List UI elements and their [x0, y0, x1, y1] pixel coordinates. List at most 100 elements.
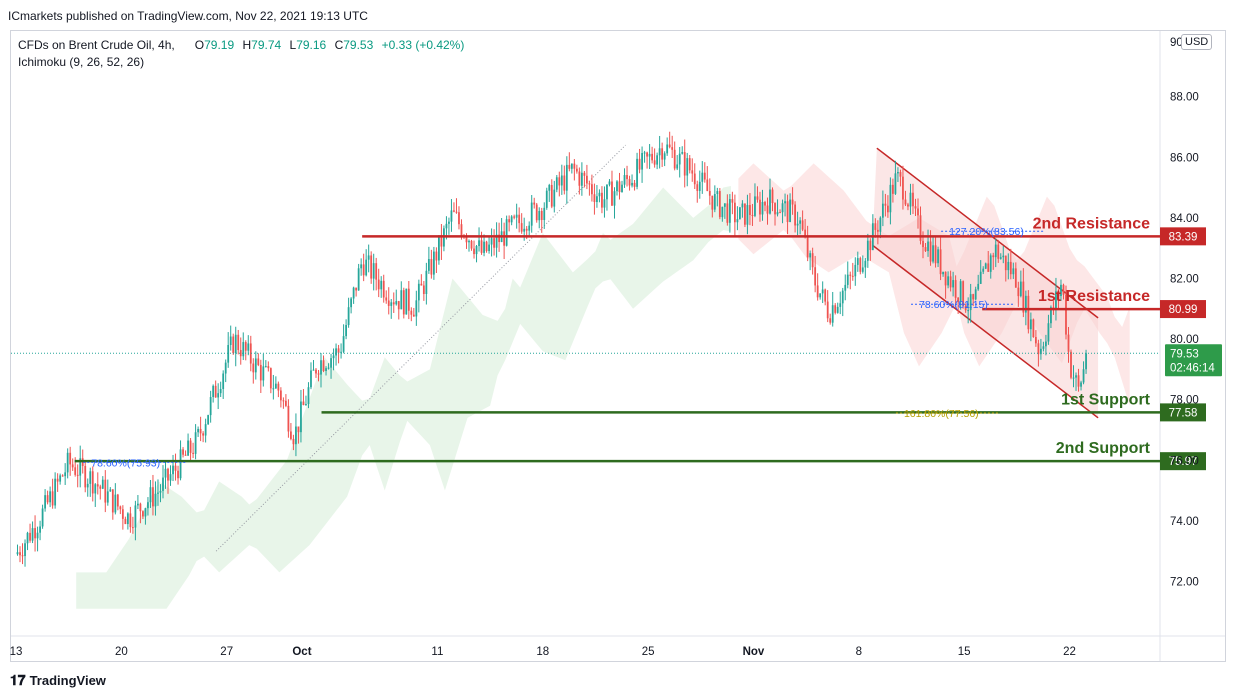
- candle-up: [488, 235, 490, 254]
- close-value: 79.53: [343, 38, 374, 52]
- candle-up: [528, 221, 531, 237]
- fib-level-label: 161.80%(77.56): [904, 408, 979, 420]
- candle-body: [984, 263, 987, 269]
- candle-down: [139, 502, 142, 524]
- candle-up: [701, 161, 704, 194]
- candle-body: [197, 428, 200, 433]
- candle-body: [1019, 281, 1022, 297]
- candle-body: [274, 383, 277, 389]
- candle-up: [360, 258, 363, 276]
- candle-up: [937, 246, 939, 268]
- candle-body: [859, 258, 862, 272]
- chart-frame[interactable]: [10, 30, 1226, 662]
- candle-down: [520, 213, 523, 234]
- candle-body: [523, 228, 526, 232]
- currency-badge[interactable]: USD: [1181, 34, 1213, 50]
- candle-body: [944, 271, 947, 286]
- candle-body: [924, 247, 927, 252]
- candle-body: [473, 248, 475, 255]
- candle-body: [174, 465, 177, 471]
- candle-body: [69, 452, 72, 465]
- candle-up: [209, 390, 212, 423]
- candle-up: [969, 283, 972, 323]
- candle-down: [766, 197, 769, 225]
- y-tick-label: 88.00: [1170, 92, 1199, 104]
- candle-body: [789, 199, 791, 222]
- candle-body: [972, 294, 975, 300]
- candle-body: [317, 373, 320, 375]
- candle-up: [345, 319, 347, 340]
- candle-up: [229, 325, 232, 351]
- dotted-trendline: [215, 144, 626, 552]
- candle-body: [751, 214, 754, 216]
- candle-up: [54, 472, 57, 509]
- candle-body: [593, 194, 596, 203]
- candle-down: [661, 142, 664, 167]
- cloud-bullish: [76, 186, 731, 609]
- candle-body: [942, 271, 944, 275]
- candle-up: [505, 215, 508, 247]
- candle-body: [954, 280, 957, 298]
- candle-up: [979, 260, 982, 284]
- candle-down: [1009, 248, 1012, 280]
- candle-down: [182, 447, 184, 458]
- candle-up: [305, 395, 307, 406]
- candle-body: [575, 168, 578, 172]
- candle-body: [761, 201, 764, 215]
- candle-body: [764, 201, 766, 206]
- candle-down: [337, 344, 340, 364]
- candle-down: [322, 355, 325, 373]
- candle-down: [513, 214, 516, 220]
- candle-up: [41, 504, 44, 529]
- fib-level-label: 78.60%(81.15): [919, 299, 988, 311]
- candle-body: [422, 285, 425, 295]
- candle-up: [897, 167, 899, 183]
- symbol-label[interactable]: CFDs on Brent Crude Oil, 4h,: [18, 38, 175, 52]
- current-price-tag: [1165, 344, 1222, 377]
- candle-body: [1070, 351, 1072, 378]
- candle-down: [435, 247, 438, 274]
- y-tick-label: 80.00: [1170, 334, 1199, 346]
- candle-down: [412, 307, 415, 317]
- candle-body: [824, 289, 827, 302]
- candle-down: [1037, 339, 1040, 367]
- candle-body: [475, 246, 478, 255]
- indicator-label[interactable]: Ichimoku (9, 26, 52, 26): [18, 55, 145, 69]
- candle-body: [207, 415, 210, 425]
- footer-brand[interactable]: 𝟏𝟕 TradingView: [10, 672, 106, 689]
- candle-up: [352, 286, 355, 304]
- candle-body: [382, 280, 385, 298]
- candle-body: [495, 234, 498, 248]
- candle-body: [904, 199, 907, 205]
- candle-up: [643, 150, 646, 163]
- candle-up: [109, 487, 112, 492]
- candle-body: [438, 235, 440, 261]
- candle-body: [676, 164, 679, 169]
- candle-body: [726, 203, 729, 223]
- candle-up: [761, 189, 764, 221]
- candle-body: [530, 202, 533, 226]
- candle-down: [1017, 281, 1020, 307]
- x-tick-label: 25: [642, 646, 655, 658]
- candle-up: [312, 360, 315, 371]
- candle-body: [912, 192, 914, 207]
- candle-body: [56, 478, 59, 482]
- candle-down: [1032, 318, 1035, 338]
- candle-body: [1060, 284, 1062, 297]
- candle-down: [919, 206, 922, 245]
- candle-down: [152, 474, 154, 516]
- candle-down: [407, 280, 410, 320]
- candle-up: [789, 193, 791, 223]
- candle-body: [633, 182, 636, 187]
- candle-down: [104, 470, 107, 513]
- candle-down: [61, 474, 64, 477]
- candle-body: [219, 388, 222, 394]
- candle-body: [917, 208, 919, 216]
- candle-down: [493, 229, 495, 256]
- candle-down: [19, 546, 21, 563]
- candle-down: [558, 171, 561, 197]
- candle-up: [212, 384, 215, 403]
- candle-body: [718, 191, 721, 218]
- candle-down: [397, 300, 400, 320]
